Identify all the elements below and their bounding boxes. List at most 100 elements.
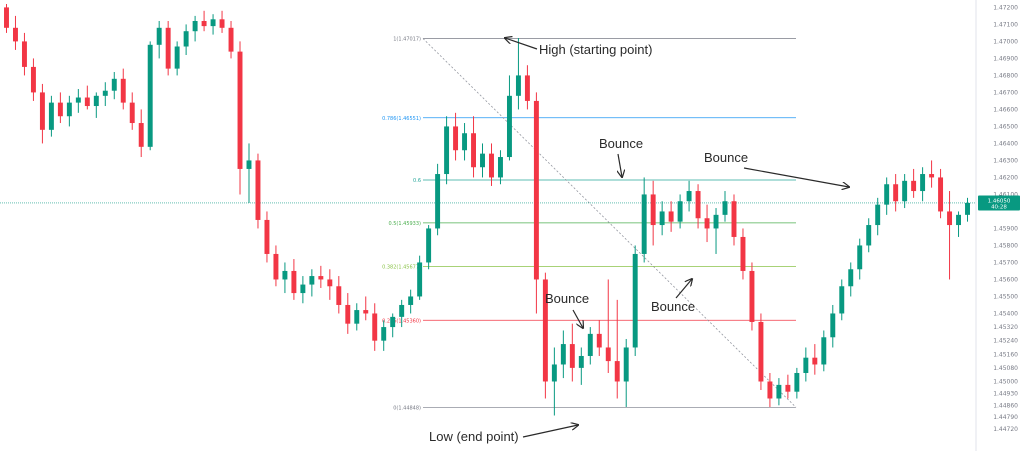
candle bbox=[345, 293, 351, 334]
candle-body bbox=[480, 153, 485, 168]
y-tick-label: 1.45160 bbox=[993, 351, 1018, 358]
candle-body bbox=[560, 344, 566, 365]
candle bbox=[929, 160, 935, 188]
candle bbox=[426, 225, 432, 270]
candle bbox=[156, 21, 162, 59]
annotation-bounce-top: Bounce bbox=[599, 136, 643, 151]
candle bbox=[605, 279, 611, 373]
y-tick-label: 1.46100 bbox=[993, 191, 1018, 198]
y-tick-label: 1.45900 bbox=[993, 225, 1018, 232]
candle bbox=[596, 320, 602, 356]
candle-body bbox=[363, 310, 369, 314]
candle bbox=[848, 262, 854, 297]
candle-body bbox=[471, 133, 476, 168]
candle bbox=[498, 150, 503, 185]
candle bbox=[884, 177, 890, 215]
candle-body bbox=[803, 357, 809, 373]
candle-body bbox=[57, 102, 63, 117]
fib-label-3: 0.5(1.45933) bbox=[388, 221, 421, 227]
candle-body bbox=[668, 211, 674, 222]
candle bbox=[920, 167, 926, 202]
annotation-bounce-right: Bounce bbox=[704, 150, 748, 165]
y-tick-label: 1.45400 bbox=[993, 310, 1018, 317]
candle bbox=[246, 143, 252, 203]
candle bbox=[489, 143, 494, 186]
fib-label-2: 0.6 bbox=[413, 178, 421, 184]
arrow-low bbox=[522, 425, 578, 438]
candle bbox=[219, 10, 225, 33]
candle-body bbox=[345, 304, 351, 324]
y-tick-label: 1.46800 bbox=[993, 72, 1018, 79]
annotation-bounce-mid: Bounce bbox=[651, 299, 695, 314]
candle-body bbox=[893, 184, 899, 202]
candle-body bbox=[542, 279, 548, 382]
candle-body bbox=[75, 97, 81, 103]
arrow-bounce-right bbox=[743, 167, 849, 187]
y-tick-label: 1.46300 bbox=[993, 157, 1018, 164]
candle bbox=[462, 123, 468, 161]
candle bbox=[309, 269, 315, 297]
candle-body bbox=[605, 347, 611, 362]
candle-body bbox=[174, 46, 180, 69]
candle-body bbox=[498, 157, 503, 178]
candle bbox=[336, 276, 342, 314]
current-price-tag-timer: 40:28 bbox=[991, 204, 1007, 210]
candle bbox=[201, 10, 207, 32]
y-tick-label: 1.45080 bbox=[993, 365, 1018, 372]
y-tick-label: 1.45500 bbox=[993, 293, 1018, 300]
y-tick-label: 1.47200 bbox=[993, 4, 1018, 11]
candle bbox=[138, 109, 144, 158]
candle-body bbox=[444, 126, 450, 175]
candle-body bbox=[587, 333, 593, 356]
candle bbox=[866, 218, 872, 253]
current-price-tag-value: 1.46050 bbox=[988, 198, 1011, 204]
candle-body bbox=[102, 90, 108, 96]
candle bbox=[551, 347, 557, 416]
arrow-bounce-mid bbox=[675, 279, 692, 299]
y-tick-label: 1.44720 bbox=[993, 426, 1018, 433]
candle bbox=[408, 289, 414, 314]
candle-body bbox=[776, 384, 782, 399]
candle-body bbox=[192, 21, 198, 32]
candle-body bbox=[785, 384, 791, 392]
candle-body bbox=[911, 180, 917, 192]
candle-body bbox=[830, 313, 836, 338]
candle-body bbox=[848, 269, 854, 287]
current-price-tag-bg bbox=[978, 195, 1020, 211]
fib-label-6: 0(1.44848) bbox=[393, 405, 421, 411]
candle bbox=[13, 15, 18, 50]
candle bbox=[147, 41, 153, 151]
candle-body bbox=[956, 214, 961, 226]
y-tick-label: 1.44930 bbox=[993, 390, 1018, 397]
candle-body bbox=[569, 344, 575, 368]
candle-body bbox=[336, 286, 342, 305]
y-tick-label: 1.46900 bbox=[993, 55, 1018, 62]
arrow-high bbox=[505, 38, 538, 50]
candle-body bbox=[821, 337, 827, 365]
candle bbox=[731, 194, 737, 246]
y-tick-label: 1.46400 bbox=[993, 140, 1018, 147]
candle bbox=[435, 163, 441, 236]
candle bbox=[578, 347, 584, 385]
y-tick-label: 1.45800 bbox=[993, 242, 1018, 249]
candle bbox=[165, 21, 171, 76]
candle bbox=[30, 58, 36, 101]
candle-body bbox=[165, 27, 171, 69]
fib-label-4: 0.382(1.45677) bbox=[382, 264, 421, 270]
candle-body bbox=[920, 174, 926, 192]
candle bbox=[677, 194, 683, 229]
candle bbox=[902, 174, 908, 209]
y-tick-label: 1.44790 bbox=[993, 414, 1018, 421]
candle bbox=[776, 378, 782, 406]
candle-body bbox=[947, 211, 953, 226]
candle-body bbox=[120, 78, 126, 103]
price-axis[interactable]: 1.47200 1.47100 1.47000 1.46900 1.46800 1.467… bbox=[993, 4, 1018, 433]
candle bbox=[956, 211, 961, 237]
annotations: High (starting point) Low (end point) Bo… bbox=[429, 38, 849, 444]
candle-body bbox=[929, 174, 935, 178]
candle-body bbox=[857, 245, 863, 270]
candle-body bbox=[13, 27, 18, 42]
candle-body bbox=[713, 214, 719, 229]
candle-body bbox=[246, 160, 252, 169]
